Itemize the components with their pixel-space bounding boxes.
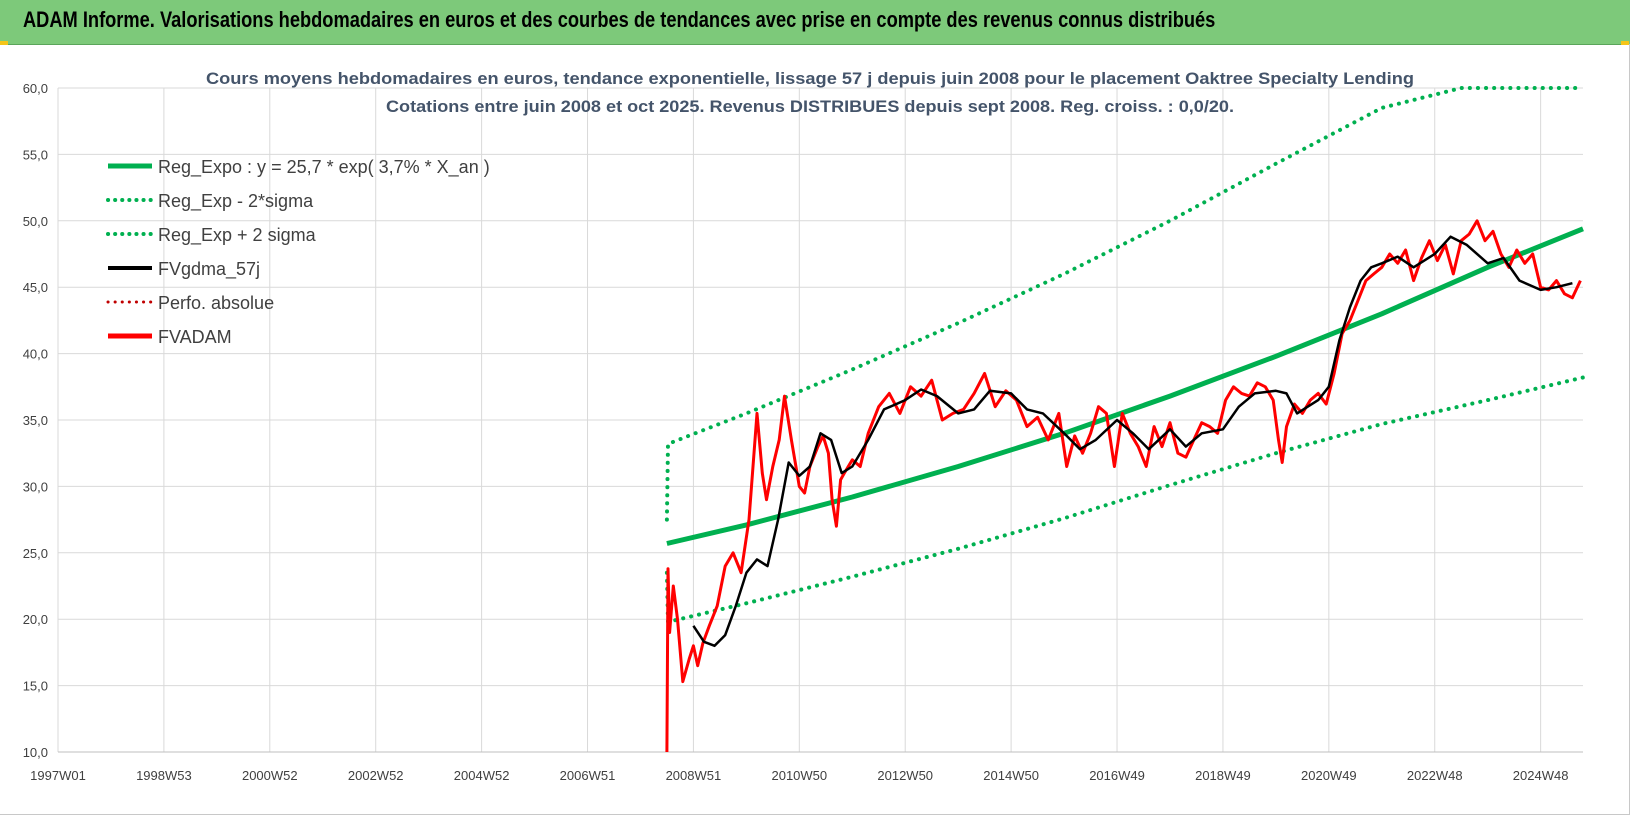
series-line-0: [666, 226, 1584, 546]
report-banner: ADAM Informe. Valorisations hebdomadaire…: [0, 0, 1630, 45]
x-tick-label: 2002W52: [348, 768, 404, 783]
x-tick-label: 2000W52: [242, 768, 298, 783]
y-tick-label: 60,0: [23, 81, 48, 96]
y-tick-label: 50,0: [23, 214, 48, 229]
y-axis: 10,0 15,0 20,0 25,0 30,0 35,0 40,0 45,0 50,0 55,0…: [23, 81, 48, 760]
y-tick-label: 40,0: [23, 347, 48, 362]
x-tick-label: 2012W50: [877, 768, 933, 783]
legend-label: Reg_Expo : y = 25,7 * exp( 3,7% * X_an ): [158, 157, 490, 178]
chart-title: Cours moyens hebdomadaires en euros, ten…: [206, 69, 1414, 116]
x-tick-label: 2016W49: [1089, 768, 1145, 783]
report-title: ADAM Informe. Valorisations hebdomadaire…: [23, 7, 1216, 32]
x-tick-label: 2018W49: [1195, 768, 1251, 783]
y-tick-label: 35,0: [23, 413, 48, 428]
x-tick-label: 2006W51: [560, 768, 616, 783]
series-line-3: [692, 235, 1573, 648]
legend-label: Reg_Exp - 2*sigma: [158, 191, 314, 212]
chart-svg: 10,0 15,0 20,0 25,0 30,0 35,0 40,0 45,0 50,0 55,0…: [23, 69, 1585, 783]
x-tick-label: 2004W52: [454, 768, 510, 783]
y-tick-label: 30,0: [23, 479, 48, 494]
legend-label: Reg_Exp + 2 sigma: [158, 225, 317, 246]
y-tick-label: 45,0: [23, 280, 48, 295]
legend-label: Perfo. absolue: [158, 293, 274, 313]
series-line-2: [664, 86, 1585, 522]
x-tick-label: 2014W50: [983, 768, 1039, 783]
x-tick-label: 2020W49: [1301, 768, 1357, 783]
x-tick-label: 1997W01: [30, 768, 86, 783]
series-line-1: [664, 375, 1585, 624]
y-tick-label: 55,0: [23, 147, 48, 162]
chart-title-line-2: Cotations entre juin 2008 et oct 2025. R…: [386, 97, 1234, 116]
x-tick-label: 2010W50: [771, 768, 827, 783]
legend: Reg_Expo : y = 25,7 * exp( 3,7% * X_an )…: [106, 157, 490, 347]
y-tick-label: 15,0: [23, 679, 48, 694]
plot-series: [664, 86, 1585, 753]
y-tick-label: 20,0: [23, 612, 48, 627]
grid: [57, 87, 1583, 753]
corner-marker-left: [0, 41, 8, 45]
series-line-4: [665, 219, 1582, 753]
x-tick-label: 1998W53: [136, 768, 192, 783]
legend-label: FVgdma_57j: [158, 259, 260, 280]
y-tick-label: 10,0: [23, 745, 48, 760]
legend-label: FVADAM: [158, 327, 232, 347]
corner-marker-right: [1621, 41, 1629, 45]
x-tick-label: 2022W48: [1407, 768, 1463, 783]
chart-title-line-1: Cours moyens hebdomadaires en euros, ten…: [206, 69, 1414, 88]
x-tick-label: 2024W48: [1513, 768, 1569, 783]
x-axis: 1997W01 1998W53 2000W52 2002W52 2004W52 2006W…: [30, 751, 1583, 783]
y-tick-label: 25,0: [23, 546, 48, 561]
chart-area: 10,0 15,0 20,0 25,0 30,0 35,0 40,0 45,0 50,0 55,0…: [0, 44, 1630, 815]
x-tick-label: 2008W51: [666, 768, 722, 783]
